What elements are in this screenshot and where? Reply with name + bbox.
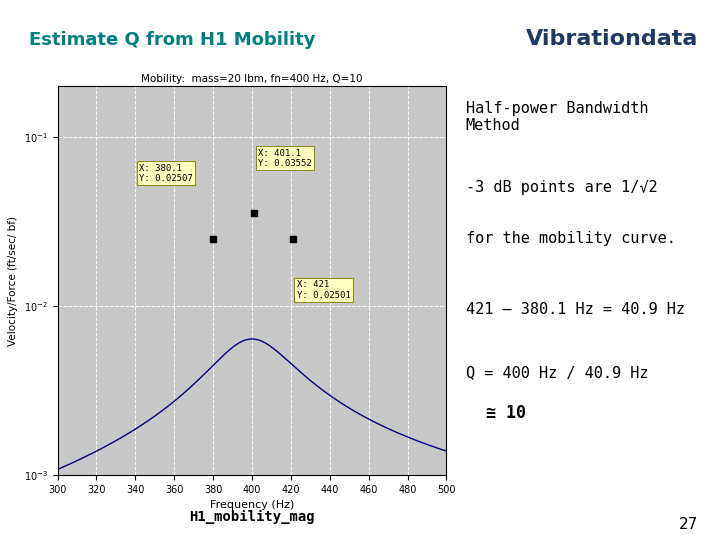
Text: ≅ 10: ≅ 10: [466, 404, 526, 422]
Text: for the mobility curve.: for the mobility curve.: [466, 231, 675, 246]
Text: X: 401.1
Y: 0.03552: X: 401.1 Y: 0.03552: [258, 148, 312, 168]
X-axis label: Frequency (Hz): Frequency (Hz): [210, 501, 294, 510]
Y-axis label: Velocity/Force (ft/sec/ bf): Velocity/Force (ft/sec/ bf): [9, 216, 18, 346]
Text: Q = 400 Hz / 40.9 Hz: Q = 400 Hz / 40.9 Hz: [466, 365, 648, 380]
Title: Mobility:  mass=20 lbm, fn=400 Hz, Q=10: Mobility: mass=20 lbm, fn=400 Hz, Q=10: [141, 74, 363, 84]
Text: H1_mobility_mag: H1_mobility_mag: [189, 510, 315, 524]
Text: 421 – 380.1 Hz = 40.9 Hz: 421 – 380.1 Hz = 40.9 Hz: [466, 302, 685, 317]
Text: X: 421
Y: 0.02501: X: 421 Y: 0.02501: [297, 280, 351, 300]
Text: Vibrationdata: Vibrationdata: [526, 29, 698, 49]
Text: X: 380.1
Y: 0.02507: X: 380.1 Y: 0.02507: [140, 164, 193, 183]
Text: Estimate Q from H1 Mobility: Estimate Q from H1 Mobility: [29, 31, 315, 49]
Text: 27: 27: [679, 517, 698, 532]
Text: Half-power Bandwidth
Method: Half-power Bandwidth Method: [466, 100, 648, 133]
Text: -3 dB points are 1/√2: -3 dB points are 1/√2: [466, 179, 657, 194]
